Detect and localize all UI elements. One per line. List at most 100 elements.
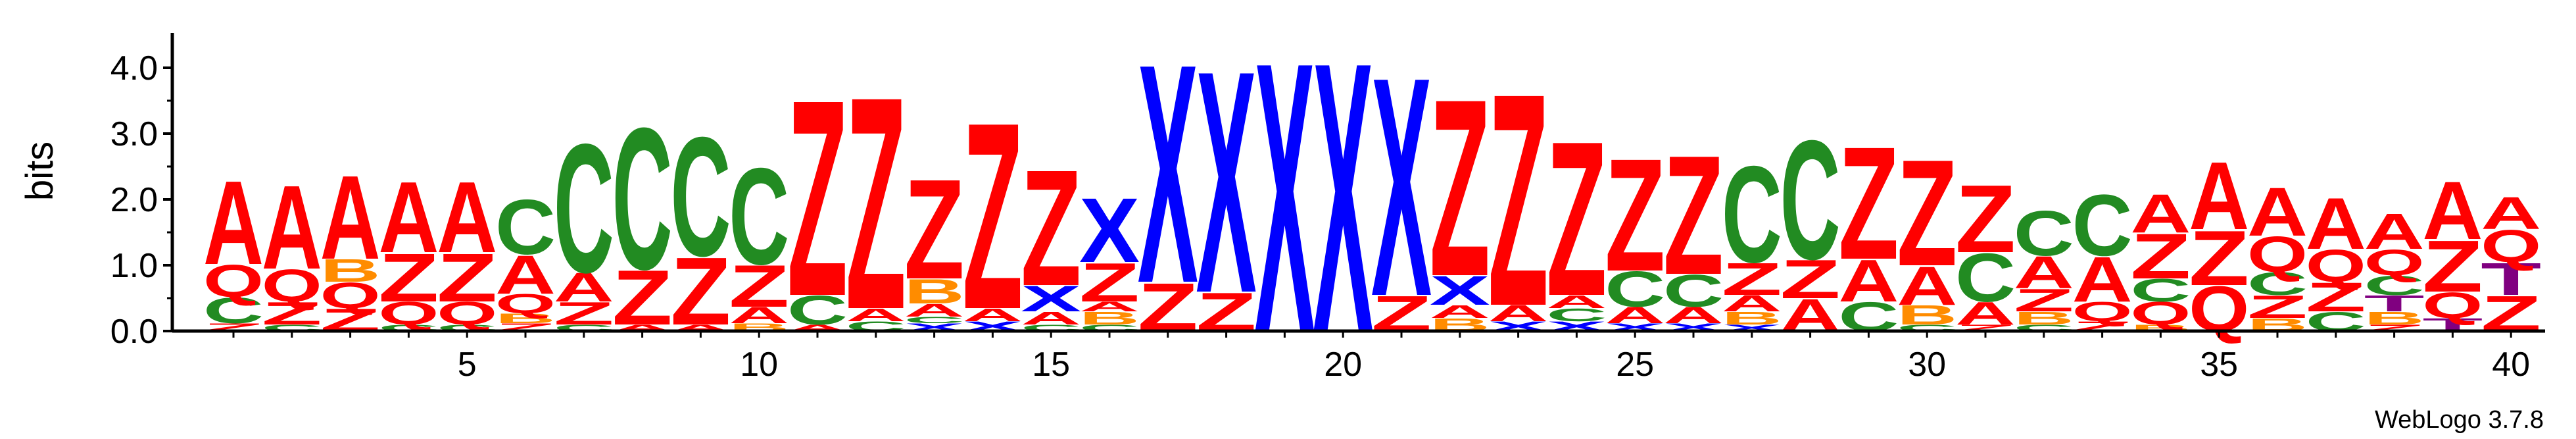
glyph-a: A [437, 161, 497, 274]
glyph-b: B [1897, 299, 1957, 330]
glyph-t: T [2364, 291, 2425, 317]
glyph-a: A [2306, 183, 2366, 265]
glyph-c: C [787, 288, 848, 334]
glyph-a: A [2247, 173, 2308, 251]
weblogo-credit: WebLogo 3.7.8 [2375, 406, 2544, 434]
glyph-t: T [2481, 253, 2541, 305]
glyph-a: A [1722, 290, 1782, 316]
y-axis-title: bits [18, 142, 61, 201]
x-tick-label: 25 [1616, 346, 1654, 384]
glyph-z: Z [262, 296, 322, 332]
position-17-stack: ZX [1138, 0, 1199, 349]
glyph-z: Z [904, 149, 965, 309]
glyph-x: X [1313, 0, 1374, 413]
glyph-z: Z [2422, 226, 2483, 308]
glyph-b: B [1079, 308, 1140, 328]
glyph-b: B [2014, 308, 2074, 328]
glyph-z: Z [846, 34, 906, 373]
glyph-z: Z [437, 240, 497, 316]
glyph-c: C [2072, 176, 2133, 274]
x-tick-label: 5 [458, 346, 477, 384]
y-tick-label: 1.0 [110, 247, 158, 285]
glyph-x: X [1021, 278, 1081, 319]
y-tick-label: 4.0 [110, 49, 158, 88]
x-tick-label: 15 [1032, 346, 1070, 384]
glyph-z: Z [378, 240, 439, 316]
glyph-q: Q [262, 260, 322, 311]
glyph-z: Z [612, 253, 673, 341]
glyph-q: Q [2306, 240, 2366, 292]
glyph-z: Z [2014, 282, 2074, 319]
glyph-x: X [1371, 13, 1432, 362]
y-tick-label: 2.0 [110, 181, 158, 219]
glyph-a: A [2014, 247, 2074, 298]
position-21-stack: ZX [1371, 13, 1432, 362]
glyph-q: Q [437, 296, 497, 332]
position-9-stack: AZC [670, 103, 731, 346]
glyph-a: A [1838, 248, 1899, 315]
glyph-q: Q [495, 288, 556, 319]
glyph-q: Q [2481, 220, 2541, 272]
glyph-q: Q [2364, 242, 2425, 283]
glyph-a: A [554, 265, 614, 311]
glyph-a: A [1955, 296, 2016, 331]
glyph-x: X [1079, 179, 1140, 282]
x-tick-label: 40 [2492, 346, 2530, 384]
glyph-z: Z [1955, 165, 2016, 273]
glyph-a: A [1430, 301, 1490, 322]
glyph-a: A [904, 300, 965, 321]
glyph-z: Z [1605, 126, 1665, 305]
glyph-q: Q [203, 255, 264, 307]
glyph-q: Q [2072, 296, 2133, 327]
y-tick-label: 0.0 [110, 313, 158, 351]
y-axis: 0.0 1.0 2.0 3.0 4.0 [110, 49, 172, 351]
glyph-c: C [729, 139, 789, 293]
glyph-c: C [1955, 239, 2016, 317]
glyph-z: Z [1430, 46, 1490, 328]
glyph-b: B [320, 253, 381, 288]
x-tick-label: 10 [740, 346, 778, 384]
glyph-a: A [262, 161, 322, 295]
glyph-q: Q [378, 296, 439, 332]
glyph-c: C [2130, 272, 2191, 308]
glyph-a: A [2364, 203, 2425, 259]
glyph-z: Z [2247, 289, 2308, 325]
glyph-x: X [1196, 5, 1257, 359]
glyph-z: Z [1897, 129, 1957, 298]
glyph-c: C [670, 103, 731, 292]
glyph-x: X [1254, 0, 1315, 413]
glyph-c: C [904, 315, 965, 326]
glyph-c: C [1663, 265, 1724, 317]
glyph-c: C [2014, 197, 2074, 269]
glyph-z: Z [2189, 214, 2249, 301]
glyph-c: C [2364, 270, 2425, 301]
glyph-a: A [1897, 255, 1957, 317]
position-28-stack: AZC [1780, 106, 1841, 341]
glyph-stacks: ZCQACZQAZQBACQZACQZAZBQACCZACAZCAZCBAZCA… [203, 0, 2541, 413]
y-tick-label: 3.0 [110, 115, 158, 153]
glyph-a: A [1663, 302, 1724, 328]
glyph-z: Z [670, 238, 731, 346]
glyph-a: A [1079, 299, 1140, 314]
glyph-a: A [2422, 164, 2483, 257]
position-14-stack: XAZ [962, 66, 1023, 365]
glyph-z: Z [1722, 253, 1782, 305]
glyph-b: B [2364, 308, 2425, 328]
x-tick-label: 20 [1324, 346, 1362, 384]
glyph-c: C [1722, 137, 1782, 291]
position-12-stack: CAZ [846, 34, 906, 373]
